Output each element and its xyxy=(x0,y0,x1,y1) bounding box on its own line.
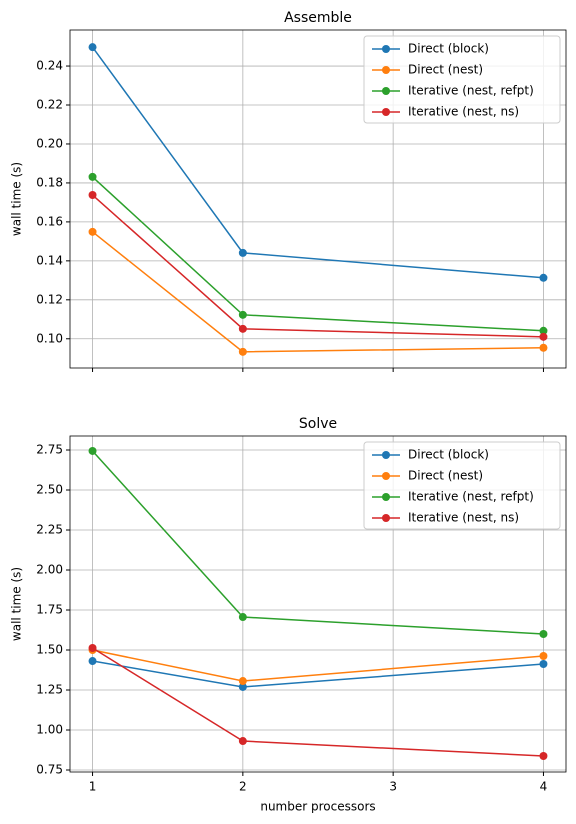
y-tick-label: 0.18 xyxy=(36,175,63,189)
chart: Solve wall time (s) 0.75 1.00 1.25 1.50 1.75 2.… xyxy=(10,416,567,814)
legend-label: Iterative (nest, refpt) xyxy=(408,490,534,504)
data-point xyxy=(238,324,247,333)
data-point xyxy=(88,172,97,181)
data-point xyxy=(238,310,247,319)
data-point xyxy=(238,682,247,691)
data-point xyxy=(238,737,247,746)
legend-marker xyxy=(382,45,390,53)
data-point xyxy=(238,677,247,686)
y-tick-label: 2.75 xyxy=(36,443,63,457)
x-tick-label: 1 xyxy=(89,780,97,794)
legend-label: Iterative (nest, ns) xyxy=(408,105,519,119)
x-tick-label: 4 xyxy=(540,780,548,794)
x-tick-label: 3 xyxy=(389,780,397,794)
data-point xyxy=(539,630,548,638)
series-line xyxy=(92,660,544,688)
y-tick-label: 1.75 xyxy=(36,603,63,617)
y-axis-label: wall time (s) xyxy=(10,567,24,641)
legend-marker xyxy=(382,514,390,522)
legend-marker xyxy=(382,66,390,74)
y-tick-label: 2.25 xyxy=(36,523,63,537)
data-point xyxy=(539,660,548,668)
data-point xyxy=(539,332,548,341)
data-point xyxy=(88,657,97,666)
data-point xyxy=(238,347,247,356)
y-tick-label: 1.50 xyxy=(36,643,63,657)
y-tick-label: 0.75 xyxy=(36,763,63,777)
y-tick-label: 2.00 xyxy=(36,563,63,577)
data-point xyxy=(238,613,247,622)
data-point xyxy=(539,752,548,760)
data-point xyxy=(88,644,97,652)
legend-marker xyxy=(382,87,390,95)
x-axis-label: number processors xyxy=(260,800,375,814)
x-tick-label: 2 xyxy=(239,780,247,794)
legend-box xyxy=(363,35,561,124)
plot-frame xyxy=(69,29,567,369)
data-point xyxy=(539,652,548,660)
legend-marker xyxy=(382,108,390,116)
y-tick-label: 1.25 xyxy=(36,683,63,697)
legend-label: Direct (block) xyxy=(408,448,489,462)
data-point xyxy=(539,343,548,352)
data-point xyxy=(88,191,97,200)
legend-label: Direct (block) xyxy=(408,42,489,56)
legend-marker xyxy=(382,451,390,459)
y-tick-label: 0.10 xyxy=(36,331,63,345)
data-point xyxy=(238,248,247,257)
chart: Assemble wall time (s) 0.10 0.12 0.14 0.16 0.1… xyxy=(10,10,567,372)
legend-label: Direct (nest) xyxy=(408,63,483,77)
y-tick-label: 0.12 xyxy=(36,292,63,306)
legend-label: Direct (nest) xyxy=(408,469,483,483)
chart-title: Solve xyxy=(299,416,337,432)
series-line xyxy=(92,194,544,338)
y-tick-label: 1.00 xyxy=(36,723,63,737)
series-line xyxy=(92,176,544,332)
data-point xyxy=(88,446,97,455)
data-point xyxy=(88,43,97,52)
plot-frame xyxy=(69,435,567,773)
legend-label: Iterative (nest, refpt) xyxy=(408,84,534,98)
chart-title: Assemble xyxy=(284,10,352,26)
legend-label: Iterative (nest, ns) xyxy=(408,511,519,525)
series-line xyxy=(92,231,544,353)
legend-marker xyxy=(382,472,390,480)
data-point xyxy=(88,227,97,236)
y-tick-label: 2.50 xyxy=(36,483,63,497)
y-tick-label: 0.16 xyxy=(36,214,63,228)
data-point xyxy=(539,273,548,282)
y-tick-label: 0.22 xyxy=(36,98,63,112)
legend-box xyxy=(363,441,561,530)
legend-marker xyxy=(382,493,390,501)
y-axis-label: wall time (s) xyxy=(10,162,24,236)
y-tick-label: 0.14 xyxy=(36,253,63,267)
series-line xyxy=(92,649,544,682)
y-tick-label: 0.20 xyxy=(36,136,63,150)
data-point xyxy=(539,326,548,335)
y-tick-label: 0.24 xyxy=(36,59,63,73)
